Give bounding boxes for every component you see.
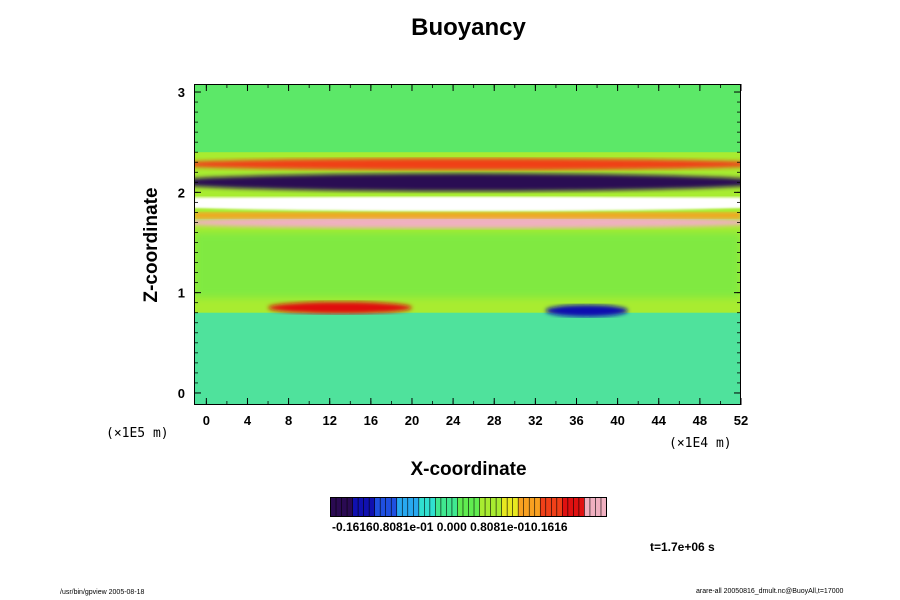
colorbar-cell bbox=[534, 497, 541, 517]
x-tick-label: 52 bbox=[734, 413, 748, 428]
colorbar-cell bbox=[529, 497, 536, 517]
colorbar-cell bbox=[462, 497, 469, 517]
colorbar-cell bbox=[402, 497, 409, 517]
x-tick-label: 0 bbox=[203, 413, 210, 428]
colorbar-cell bbox=[440, 497, 447, 517]
colorbar-cell bbox=[429, 497, 436, 517]
field-white-core bbox=[194, 197, 741, 208]
x-tick-label: 20 bbox=[405, 413, 419, 428]
field-band-5 bbox=[194, 158, 741, 171]
colorbar bbox=[330, 497, 607, 517]
field-band-0 bbox=[268, 301, 412, 314]
colorbar-cell bbox=[413, 497, 420, 517]
field-band-2 bbox=[194, 216, 741, 229]
x-axis-label: X-coordinate bbox=[410, 459, 527, 480]
colorbar-cell bbox=[435, 497, 442, 517]
colorbar-cell bbox=[578, 497, 585, 517]
colorbar-tick-labels: -0.16160.8081e-01 0.000 0.8081e-010.1616 bbox=[332, 520, 568, 534]
footer-command: /usr/bin/gpview 2005-08-18 bbox=[60, 589, 145, 596]
colorbar-cell bbox=[540, 497, 547, 517]
colorbar-cell bbox=[584, 497, 591, 517]
colorbar-cell bbox=[374, 497, 381, 517]
plot-frame bbox=[194, 84, 741, 405]
colorbar-cell bbox=[352, 497, 359, 517]
x-tick-label: 12 bbox=[322, 413, 336, 428]
colorbar-cell bbox=[385, 497, 392, 517]
colorbar-cell bbox=[363, 497, 370, 517]
x-tick-label: 4 bbox=[244, 413, 252, 428]
y-tick-label: 2 bbox=[178, 185, 185, 200]
colorbar-cell bbox=[380, 497, 386, 517]
colorbar-cell bbox=[446, 497, 453, 517]
x-tick-label: 28 bbox=[487, 413, 501, 428]
x-tick-label: 16 bbox=[364, 413, 378, 428]
colorbar-cell bbox=[330, 497, 337, 517]
field-band-1 bbox=[545, 304, 628, 317]
colorbar-cell bbox=[336, 497, 342, 517]
y-tick-label: 1 bbox=[178, 286, 185, 301]
colorbar-cell bbox=[468, 497, 475, 517]
colorbar-cell bbox=[551, 497, 558, 517]
colorbar-cell bbox=[567, 497, 574, 517]
colorbar-cell bbox=[479, 497, 486, 517]
x-axis-scale-label: (×1E4 m) bbox=[669, 436, 732, 451]
colorbar-cell bbox=[474, 497, 480, 517]
buoyancy-field bbox=[194, 84, 741, 405]
field-band-4 bbox=[194, 173, 741, 192]
colorbar-cell bbox=[523, 497, 530, 517]
field-halo bbox=[194, 212, 741, 219]
colorbar-cell bbox=[396, 497, 403, 517]
colorbar-cell bbox=[545, 497, 552, 517]
colorbar-cell bbox=[457, 497, 464, 517]
colorbar-cell bbox=[451, 497, 458, 517]
field-mid-region bbox=[194, 232, 741, 298]
chart-title: Buoyancy bbox=[411, 14, 526, 41]
x-tick-label: 8 bbox=[285, 413, 292, 428]
colorbar-cell bbox=[496, 497, 502, 517]
colorbar-cell bbox=[369, 497, 375, 517]
y-axis-scale-label: (×1E5 m) bbox=[106, 426, 169, 441]
colorbar-cell bbox=[518, 497, 524, 517]
colorbar-cell bbox=[418, 497, 425, 517]
x-tick-label: 36 bbox=[569, 413, 583, 428]
x-tick-label: 40 bbox=[610, 413, 624, 428]
field-lower-region bbox=[194, 312, 741, 405]
x-tick-label: 24 bbox=[446, 413, 461, 428]
x-tick-label: 32 bbox=[528, 413, 542, 428]
field-upper-region bbox=[194, 84, 741, 153]
colorbar-cell bbox=[595, 497, 602, 517]
footer-source: arare-all 20050816_dmult.nc@BuoyAll,t=17… bbox=[696, 588, 844, 595]
colorbar-frame bbox=[330, 497, 607, 517]
colorbar-cell bbox=[358, 497, 364, 517]
colorbar-cell bbox=[501, 497, 508, 517]
colorbar-cell bbox=[391, 497, 398, 517]
colorbar-cell bbox=[347, 497, 353, 517]
colorbar-cell bbox=[562, 497, 569, 517]
colorbar-cell bbox=[485, 497, 491, 517]
x-tick-label: 48 bbox=[693, 413, 707, 428]
colorbar-cell bbox=[507, 497, 513, 517]
x-tick-label: 44 bbox=[652, 413, 667, 428]
colorbar-cell bbox=[341, 497, 348, 517]
colorbar-cell bbox=[407, 497, 414, 517]
colorbar-cell bbox=[589, 497, 596, 517]
y-tick-label: 0 bbox=[178, 386, 185, 401]
y-tick-label: 3 bbox=[178, 85, 185, 100]
colorbar-cell bbox=[573, 497, 580, 517]
colorbar-cell bbox=[490, 497, 497, 517]
y-axis-label: Z-coordinate bbox=[141, 187, 162, 303]
colorbar-cell bbox=[600, 497, 607, 517]
colorbar-cell bbox=[556, 497, 563, 517]
time-label: t=1.7e+06 s bbox=[650, 540, 715, 554]
colorbar-cell bbox=[424, 497, 431, 517]
colorbar-cell bbox=[512, 497, 519, 517]
